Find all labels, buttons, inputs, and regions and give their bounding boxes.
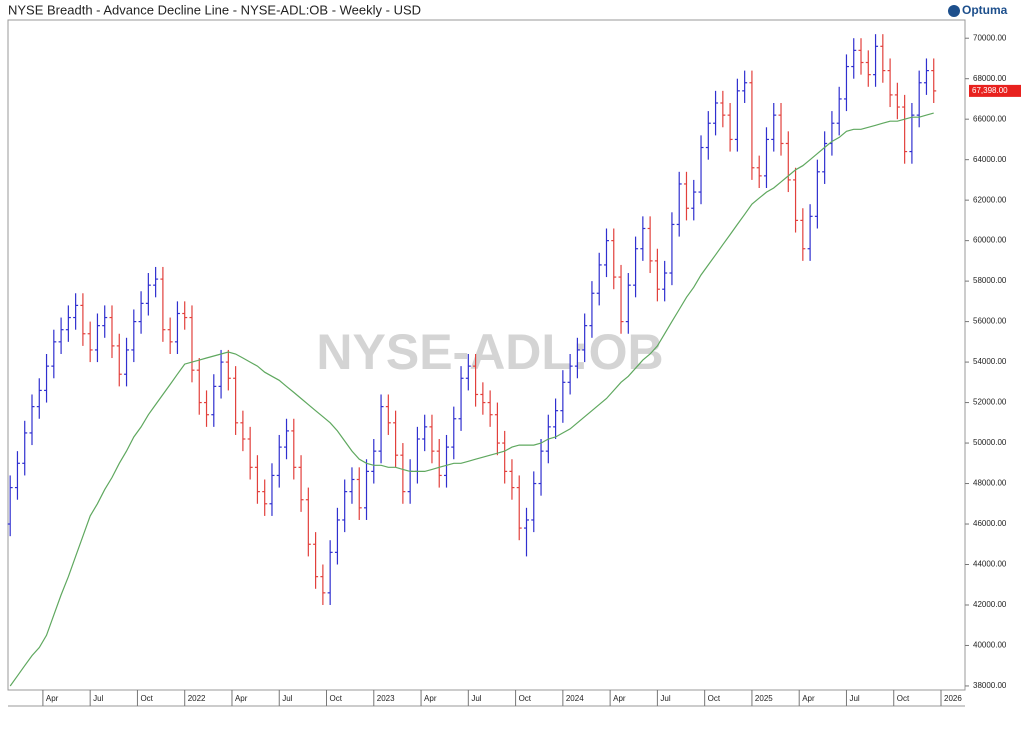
x-tick-label: Oct (708, 694, 721, 703)
chart-title: NYSE Breadth - Advance Decline Line - NY… (8, 2, 421, 17)
y-tick-label: 52000.00 (973, 398, 1007, 407)
y-tick-label: 38000.00 (973, 681, 1007, 690)
y-tick-label: 56000.00 (973, 317, 1007, 326)
x-tick-label: Oct (897, 694, 910, 703)
y-tick-label: 60000.00 (973, 236, 1007, 245)
plot-frame (7, 19, 966, 691)
y-tick-label: 54000.00 (973, 357, 1007, 366)
y-tick-label: 58000.00 (973, 276, 1007, 285)
x-tick-label: Apr (46, 694, 59, 703)
y-tick-label: 66000.00 (973, 114, 1007, 123)
x-tick-label: 2025 (755, 694, 773, 703)
y-tick-label: 42000.00 (973, 600, 1007, 609)
x-tick-label: Jul (849, 694, 859, 703)
y-tick-label: 46000.00 (973, 519, 1007, 528)
x-tick-label: Jul (471, 694, 481, 703)
moving-average (9, 112, 934, 687)
y-tick-label: 68000.00 (973, 74, 1007, 83)
y-tick-label: 44000.00 (973, 560, 1007, 569)
x-tick-label: Apr (613, 694, 626, 703)
last-price-box (969, 84, 1021, 97)
x-tick-label: Jul (93, 694, 103, 703)
x-tick-label: Oct (330, 694, 343, 703)
y-tick-label: 64000.00 (973, 155, 1007, 164)
x-tick-label: 2024 (566, 694, 584, 703)
watermark: NYSE-ADL:OB (316, 324, 663, 380)
brand-icon (948, 5, 960, 17)
x-tick-label: 2022 (188, 694, 206, 703)
x-tick-label: Apr (802, 694, 815, 703)
x-tick-label: Jul (282, 694, 292, 703)
y-tick-label: 48000.00 (973, 479, 1007, 488)
y-tick-label: 62000.00 (973, 195, 1007, 204)
x-tick-label: Oct (140, 694, 153, 703)
x-tick-label: 2023 (377, 694, 395, 703)
x-tick-label: Oct (519, 694, 532, 703)
x-tick-label: 2026 (944, 694, 962, 703)
y-tick-label: 40000.00 (973, 641, 1007, 650)
x-tick-label: Jul (660, 694, 670, 703)
last-price-label: 67,398.00 (972, 86, 1008, 95)
x-tick-label: Apr (235, 694, 248, 703)
y-tick-label: 70000.00 (973, 33, 1007, 42)
brand: Optuma (962, 3, 1008, 17)
y-tick-label: 50000.00 (973, 438, 1007, 447)
x-tick-label: Apr (424, 694, 437, 703)
